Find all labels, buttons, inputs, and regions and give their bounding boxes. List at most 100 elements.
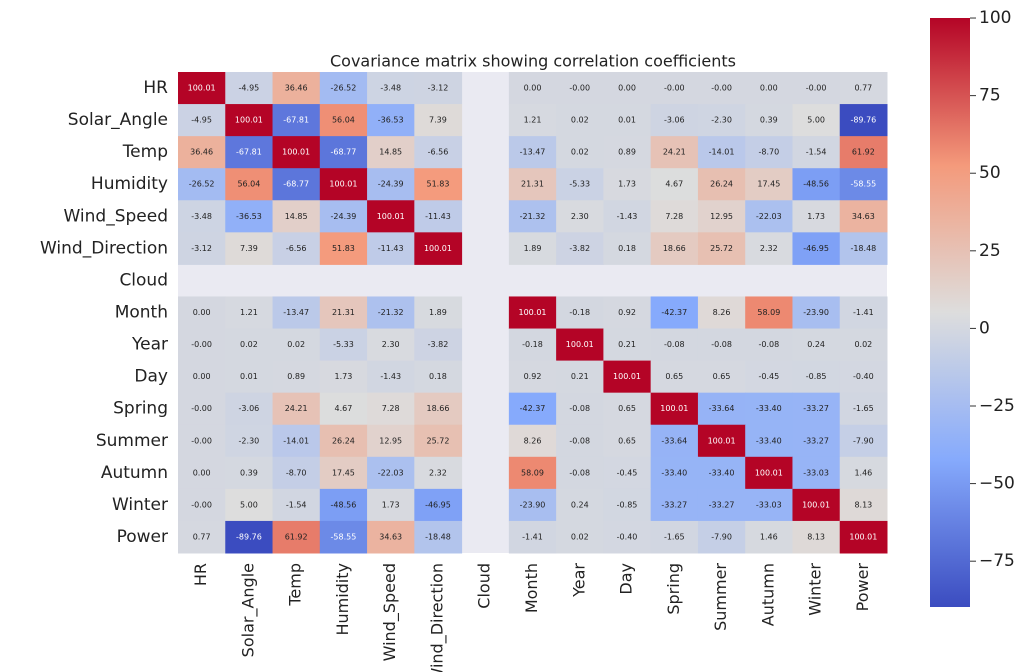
heatmap-cell [603, 136, 652, 169]
colorbar-tick-label: −75 [979, 551, 1015, 571]
heatmap-cell [414, 72, 463, 105]
y-tick-label: Wind_Direction [40, 238, 168, 258]
cell-label: 58.09 [521, 468, 544, 477]
heatmap-cell [178, 200, 226, 233]
heatmap-cell [272, 136, 321, 169]
x-tick-label: Wind_Direction [427, 563, 447, 672]
heatmap-cell [319, 424, 368, 458]
cell-label: 0.65 [618, 436, 636, 445]
cell-label: -0.85 [617, 500, 638, 509]
cell-label: 26.24 [332, 436, 355, 445]
heatmap-cell [225, 488, 274, 522]
heatmap-cell [414, 424, 463, 458]
cell-label: 0.65 [665, 372, 683, 381]
heatmap-cell [745, 136, 793, 169]
heatmap-cell [792, 168, 841, 201]
heatmap-cell [367, 392, 415, 426]
heatmap-cell [414, 456, 463, 490]
heatmap-cell [792, 520, 841, 554]
heatmap-cell [225, 424, 274, 458]
cell-label: 2.32 [760, 244, 778, 253]
heatmap-cell [745, 456, 793, 490]
heatmap-cell [272, 232, 321, 265]
heatmap-cell [178, 488, 226, 522]
x-tick-label: Winter [806, 563, 825, 616]
y-tick-label: Humidity [91, 174, 168, 194]
cell-label: 1.73 [382, 500, 400, 509]
heatmap-cell [839, 200, 888, 233]
heatmap-cell [697, 488, 746, 522]
heatmap-cell [319, 456, 368, 490]
x-tick-label: Cloud [475, 563, 494, 609]
heatmap-cell [508, 72, 557, 105]
cell-label: -33.40 [756, 404, 782, 413]
heatmap-cell [414, 360, 463, 394]
heatmap-cell [414, 200, 463, 233]
cell-label: -21.32 [520, 212, 546, 221]
cell-label: 0.65 [618, 404, 636, 413]
heatmap-cell [414, 232, 463, 265]
heatmap-cell [556, 136, 604, 169]
cell-label: -13.47 [283, 308, 309, 317]
heatmap-cell [603, 72, 652, 105]
cell-label: 5.00 [240, 500, 258, 509]
heatmap-cell [650, 136, 699, 169]
cell-label: 1.46 [854, 468, 872, 477]
cell-label: -33.64 [709, 404, 735, 413]
cell-label: -67.81 [236, 148, 262, 157]
cell-label: -0.18 [522, 340, 543, 349]
heatmap-cell [603, 200, 652, 233]
heatmap-cell [367, 136, 415, 169]
heatmap-cell [745, 488, 793, 522]
cell-label: -5.33 [569, 180, 590, 189]
heatmap-cell [319, 360, 368, 394]
heatmap-cell [319, 328, 368, 362]
y-tick-label: Autumn [101, 463, 168, 483]
heatmap-cell [178, 520, 226, 554]
cell-label: 1.89 [524, 244, 542, 253]
cell-label: -0.08 [664, 340, 685, 349]
heatmap-cell [319, 136, 368, 169]
cell-label: 7.39 [429, 116, 447, 125]
heatmap-cell [225, 72, 274, 105]
cell-label: 25.72 [427, 436, 450, 445]
cell-label: 0.00 [760, 84, 778, 93]
heatmap-cell [508, 200, 557, 233]
heatmap-cell [556, 232, 604, 265]
y-tick-label: Temp [122, 142, 168, 162]
heatmap-cell [697, 72, 746, 105]
heatmap-cell [745, 168, 793, 201]
heatmap-cell [792, 200, 841, 233]
heatmap-cell [745, 104, 793, 137]
cell-label: 0.00 [193, 308, 211, 317]
cell-label: 100.01 [329, 180, 357, 189]
heatmap-cell [178, 296, 226, 330]
x-tick-label: Month [522, 563, 541, 613]
heatmap-cell [556, 360, 604, 394]
cell-label: 56.04 [332, 116, 355, 125]
y-tick-label: Summer [96, 431, 168, 451]
heatmap-cell [414, 296, 463, 330]
heatmap-cell [792, 456, 841, 490]
colorbar-tick-label: 50 [979, 163, 1001, 183]
x-tick-label: Humidity [333, 563, 352, 636]
cell-label: -36.53 [378, 116, 404, 125]
heatmap-cell [603, 520, 652, 554]
cell-label: 0.18 [618, 244, 636, 253]
x-tick-label: HR [191, 563, 210, 586]
x-tick-label: Autumn [758, 563, 777, 626]
cell-label: -0.00 [191, 436, 212, 445]
x-tick-label: Summer [711, 563, 730, 631]
cell-label: 100.01 [660, 404, 688, 413]
heatmap-cell [556, 168, 604, 201]
heatmap-cell [272, 104, 321, 137]
cell-label: 1.46 [760, 532, 778, 541]
heatmap-cell [745, 72, 793, 105]
heatmap-cell [697, 392, 746, 426]
cell-label: 1.21 [240, 308, 258, 317]
heatmap-cell [319, 200, 368, 233]
heatmap-cell [508, 488, 557, 522]
heatmap-cell [178, 104, 226, 137]
heatmap-cell [792, 296, 841, 330]
cell-label: 100.01 [755, 468, 783, 477]
